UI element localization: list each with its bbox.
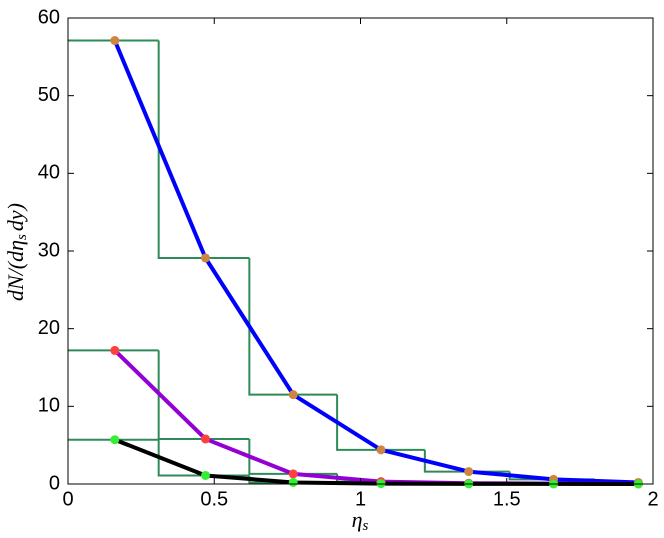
y-tick-label: 40 <box>38 162 60 184</box>
x-tick-label: 0 <box>62 488 73 510</box>
y-tick-label: 10 <box>38 395 60 417</box>
x-axis-label: ηs <box>352 507 369 534</box>
y-label-rest: dy) <box>3 203 28 231</box>
y-tick-label: 50 <box>38 84 60 106</box>
data-point <box>376 445 386 455</box>
data-point <box>464 467 474 477</box>
data-point <box>200 434 210 444</box>
histogram-step <box>157 40 250 259</box>
histogram-step <box>248 257 338 396</box>
data-point <box>110 435 120 445</box>
histogram-step <box>336 394 425 451</box>
data-point <box>200 253 210 263</box>
y-tick-label: 30 <box>38 239 60 261</box>
data-point <box>288 469 298 479</box>
y-label-sub: s <box>14 234 30 240</box>
x-tick-label: 1.5 <box>493 488 521 510</box>
data-point <box>288 390 298 400</box>
data-point <box>110 36 120 46</box>
data-point <box>200 470 210 480</box>
series-line <box>113 348 639 486</box>
y-tick-label: 20 <box>38 317 60 339</box>
plot-frame <box>67 17 654 485</box>
x-tick-label: 2 <box>647 488 658 510</box>
y-tick-label: 60 <box>38 6 60 28</box>
histogram-step <box>157 439 250 477</box>
histogram-step <box>248 438 338 475</box>
x-tick-label: 0.5 <box>200 488 228 510</box>
y-tick-label: 0 <box>49 472 60 494</box>
y-axis-label: dN/(dηs dy) <box>3 203 30 301</box>
y-label-main: dN/(dη <box>3 240 28 301</box>
data-point <box>110 345 120 355</box>
data-point <box>288 477 298 487</box>
x-tick-label: 1 <box>355 488 366 510</box>
x-label-symbol: η <box>352 507 363 532</box>
x-label-sub: s <box>363 518 369 534</box>
series-line <box>112 39 639 485</box>
histogram-step <box>157 350 250 440</box>
